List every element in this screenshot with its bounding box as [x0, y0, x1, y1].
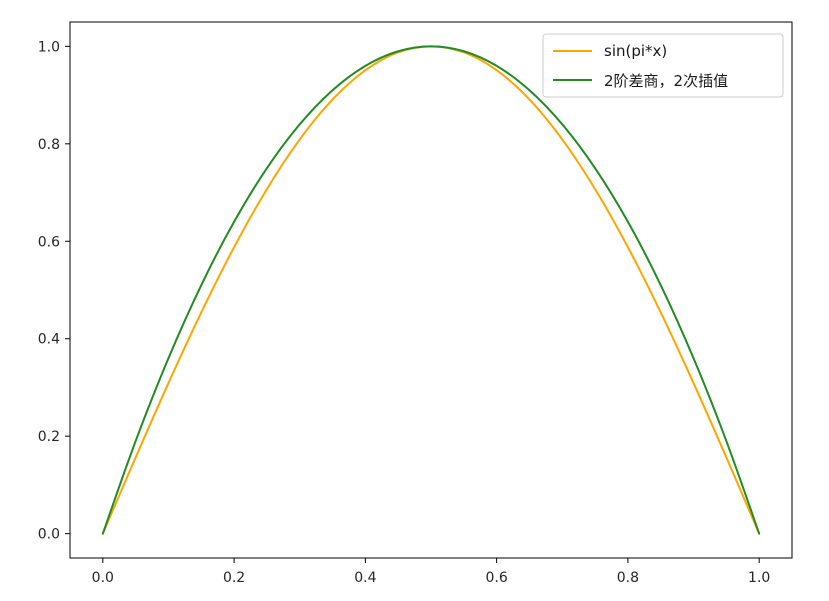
x-tick-label-4: 0.8	[617, 570, 639, 586]
plot-frame	[69, 21, 793, 559]
y-tick-label-5: 1.0	[38, 39, 60, 55]
legend: sin(pi*x) 2阶差商，2次插值	[542, 33, 784, 98]
y-tick-label-4: 0.8	[38, 137, 60, 153]
y-tick-label-2: 0.4	[38, 332, 60, 348]
x-tick-label-5: 1.0	[748, 570, 770, 586]
x-tick-label-2: 0.4	[354, 570, 376, 586]
y-tick-label-1: 0.2	[38, 429, 60, 445]
legend-label-interpolation: 2阶差商，2次插值	[604, 72, 728, 90]
x-tick-label-0: 0.0	[92, 570, 114, 586]
y-axis: 0.0 0.2 0.4 0.6 0.8 1.0	[38, 39, 70, 543]
x-tick-label-3: 0.6	[486, 570, 508, 586]
series-line-interpolation	[101, 45, 761, 535]
series-layer	[101, 45, 761, 535]
x-axis: 0.0 0.2 0.4 0.6 0.8 1.0	[92, 558, 770, 586]
plot-area	[70, 22, 792, 558]
legend-label-sin: sin(pi*x)	[604, 42, 667, 60]
x-tick-label-1: 0.2	[223, 570, 245, 586]
y-tick-label-0: 0.0	[38, 527, 60, 543]
y-tick-label-3: 0.6	[38, 234, 60, 250]
legend-box	[542, 33, 784, 98]
